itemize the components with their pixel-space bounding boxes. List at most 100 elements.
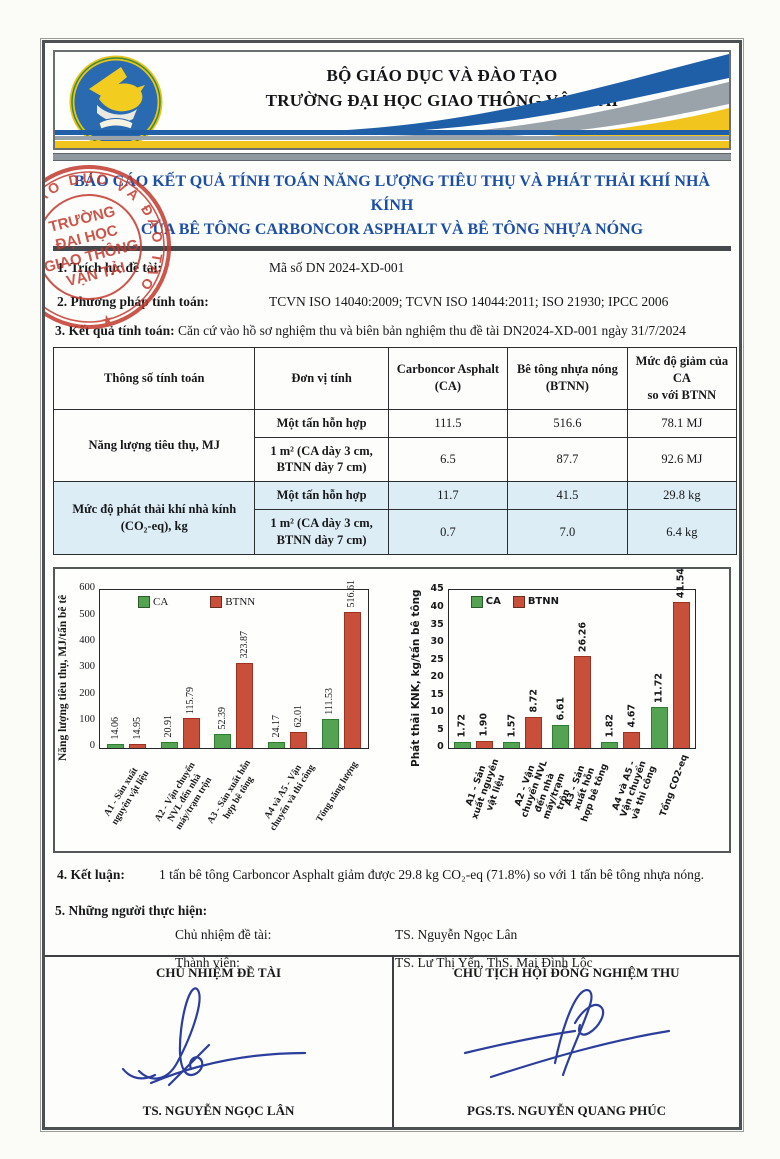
person-name: TS. Nguyễn Ngọc Lân (395, 926, 518, 942)
bar-btnn (475, 740, 493, 748)
y-axis-tick: 10 (430, 706, 444, 718)
bar-ca (552, 724, 570, 748)
bar-value-label: 1.82 (604, 714, 616, 738)
person-role: Thành viên: (175, 954, 240, 970)
y-axis-tick: 15 (430, 688, 444, 700)
bar-value-label: 14.95 (131, 717, 143, 740)
energy-consumption-chart: Năng lượng tiêu thụ, MJ/tấn bê tê 0 100 20… (57, 575, 410, 851)
bar-btnn (290, 731, 308, 748)
bar-group: 1.57 8.72 (503, 590, 543, 748)
energy-chart-y-ticks: 0 100 200 300 400 500 600 (69, 583, 99, 751)
bar-ca (321, 718, 339, 748)
emissions-chart-y-axis-label: Phát thải KNK, kg/tấn bê tông (409, 589, 422, 767)
legend-label: CA (153, 595, 169, 608)
bar-ca (503, 741, 521, 748)
title-divider (53, 246, 731, 251)
legend-item-btnn: BTNN (210, 595, 255, 608)
legend-swatch-icon (512, 595, 525, 608)
bar-slot: 26.26 (574, 590, 592, 748)
table-row: Năng lượng tiêu thụ, MJ Một tấn hỗn hợp 11… (52, 408, 738, 483)
bar-slot: 115.79 (182, 590, 200, 748)
signature-right: CHỦ TỊCH HỘI ĐỒNG NGHIỆM THU PGS.TS. NGU… (392, 957, 739, 1127)
bar-value-label: 8.72 (527, 689, 539, 713)
report-title: BÁO CÁO KẾT QUẢ TÍNH TOÁN NĂNG LƯỢNG TIÊ… (71, 170, 713, 242)
signature-left: CHỦ NHIỆM ĐỀ TÀI TS. NGUYỄN NGỌC LÂN (45, 957, 392, 1127)
ministry-name: BỘ GIÁO DỤC VÀ ĐÀO TẠO (326, 66, 558, 85)
bar-group: 52.39 323.87 (214, 590, 254, 748)
legend-label: BTNN (527, 596, 559, 608)
legend-swatch-icon (210, 595, 223, 608)
bar-ca (268, 741, 286, 748)
table-header-col-3: Bê tông nhựa nóng (BTNN) (507, 347, 628, 410)
bar-slot: 1.57 (503, 590, 521, 748)
bar-slot: 14.95 (129, 590, 147, 748)
bar-value-label: 4.67 (626, 704, 638, 728)
bar-value-label: 6.61 (554, 697, 566, 721)
y-axis-tick: 0 (437, 741, 444, 753)
bar-ca (601, 741, 619, 748)
bar-group: 111.53 516.61 (321, 580, 361, 748)
emissions-chart-x-labels: A1 - Sản xuất nguyên vật liệu A2 - Vận ch… (448, 749, 696, 845)
bar-ca (453, 741, 471, 748)
y-axis-tick: 40 (430, 600, 444, 612)
x-label-cell: A4 và A5 - Vận chuyển và thi công (602, 749, 658, 845)
table-header-col-2: Carboncor Asphalt (CA) (387, 347, 509, 410)
table-row: Mức độ phát thải khí nhà kính (CO₂-eq), … (52, 481, 738, 555)
person-row: Chủ nhiệm đề tài: TS. Nguyễn Ngọc Lân (55, 919, 729, 947)
y-axis-tick: 30 (430, 636, 444, 648)
section-1-label: 1. Trích lục đề tài: (57, 260, 162, 275)
bar-btnn (623, 731, 641, 748)
bar-slot: 20.91 (160, 590, 178, 748)
bar-slot: 8.72 (525, 590, 543, 748)
bar-slot: 52.39 (214, 590, 232, 748)
bar-btnn (129, 743, 147, 748)
bar-slot: 24.17 (268, 590, 286, 748)
signature-right-name: PGS.TS. NGUYỄN QUANG PHÚC (467, 1103, 666, 1118)
emissions-chart-plot-area: CA BTNN 1.72 1.90 1.57 8.72 6.61 26.26 1.82 4.67… (447, 568, 696, 749)
bar-slot: 6.61 (552, 590, 570, 748)
signature-right-handwriting (394, 983, 739, 1098)
bar-group: 6.61 26.26 (552, 590, 592, 748)
bar-slot: 41.54 (672, 568, 690, 748)
table-row: 1 m² (CA dày 3 cm, BTNN dày 7 cm) 0.7 7.0 6… (54, 509, 738, 555)
table-header-col-0: Thông số tính toán (52, 347, 256, 410)
bar-value-label: 62.01 (292, 705, 304, 728)
bar-btnn (343, 611, 361, 748)
energy-chart-plot-area: CA BTNN 14.06 14.95 20.91 115.79 52.39 323.87 2… (99, 580, 369, 749)
header-swoosh-graphic (55, 54, 729, 148)
signature-left-title: CHỦ NHIỆM ĐỀ TÀI (155, 965, 282, 980)
y-axis-tick: 300 (79, 661, 95, 673)
x-label-cell: A2 - Vận chuyển NVL đến nhà máy/trạm trộ… (503, 749, 573, 845)
bar-value-label: 26.26 (576, 621, 588, 652)
emissions-chart: Phát thải KNK, kg/tấn bê tông 0 5 10 15 20 25… (409, 568, 727, 851)
y-axis-tick: 400 (79, 635, 95, 647)
table-cell: 92.6 MJ (626, 436, 738, 483)
conclusion-text: 1 tấn bê tông Carboncor Asphalt giảm đượ… (159, 866, 705, 882)
section-3-value: Căn cứ vào hồ sơ nghiệm thu và biên bản … (178, 323, 686, 338)
conclusion-label: 4. Kết luận: (57, 866, 125, 882)
bar-value-label: 41.54 (675, 567, 687, 598)
section-3-label: 3. Kết quả tính toán: (55, 323, 175, 338)
legend-item-btnn: BTNN (512, 595, 559, 608)
bar-ca (107, 743, 125, 748)
bar-slot: 1.90 (475, 590, 493, 748)
signature-right-title: CHỦ TỊCH HỘI ĐỒNG NGHIỆM THU (453, 965, 680, 980)
table-cell: 7.0 (507, 509, 628, 555)
legend-swatch-icon (138, 595, 150, 608)
x-label-cell: A3 - Sản xuất hỗn hợp bê tông (552, 749, 610, 845)
legend-swatch-icon (470, 595, 483, 608)
person-role: Chủ nhiệm đề tài: (175, 926, 272, 942)
x-label-cell: Tổng CO2-eq (651, 749, 690, 845)
y-axis-tick: 20 (430, 671, 444, 683)
charts-panel: Năng lượng tiêu thụ, MJ/tấn bê tê 0 100 20… (53, 566, 731, 853)
section-3: 3. Kết quả tính toán: Căn cứ vào hồ sơ n… (55, 323, 729, 339)
bar-value-label: 1.57 (505, 714, 517, 738)
legend-item-ca: CA (470, 595, 501, 608)
bar-group: 1.82 4.67 (601, 590, 641, 748)
table-cell: 87.7 (507, 436, 628, 483)
bar-btnn (574, 655, 592, 748)
x-label-cell: Tổng năng lượng (315, 749, 362, 845)
y-axis-tick: 35 (430, 618, 444, 630)
letterhead: BỘ GIÁO DỤC VÀ ĐÀO TẠO TRƯỜNG ĐẠI HỌC GI… (53, 50, 731, 150)
